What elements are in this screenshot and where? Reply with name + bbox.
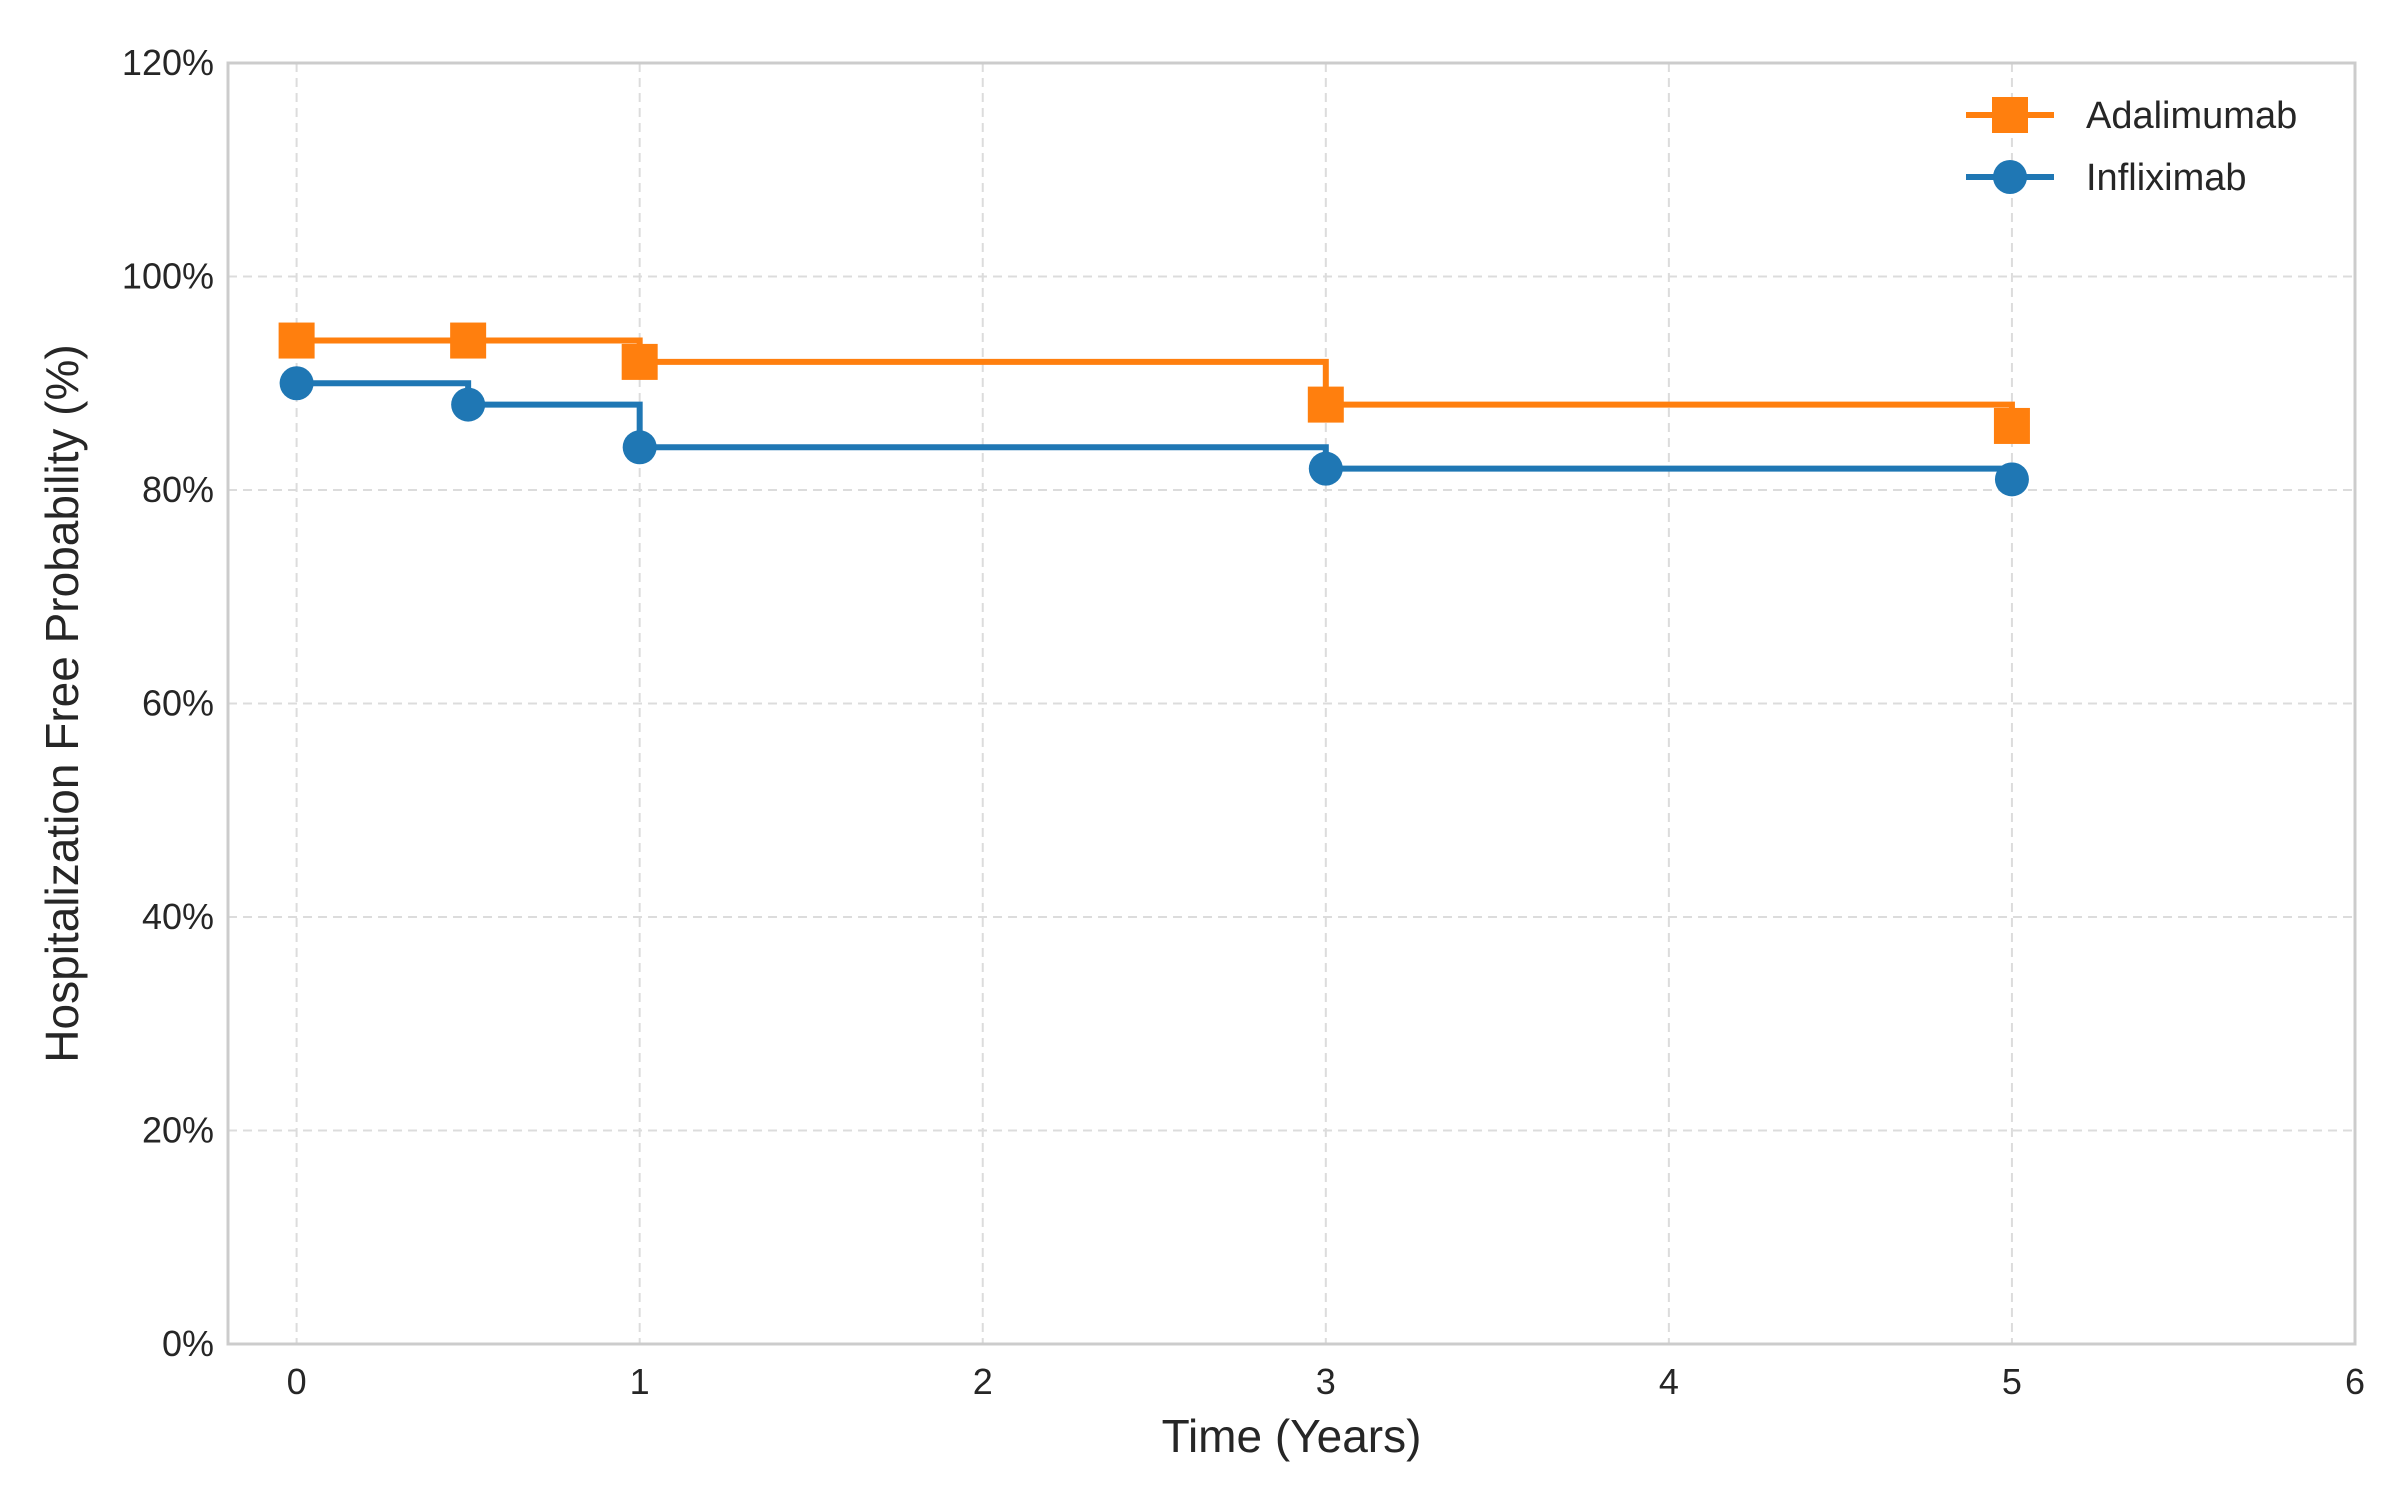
y-tick-label: 20% — [142, 1110, 214, 1151]
x-tick-label: 0 — [287, 1361, 307, 1402]
series-line — [296, 337, 2015, 426]
data-point — [1993, 407, 2030, 444]
y-tick-label: 0% — [162, 1323, 214, 1364]
y-tick-label: 100% — [122, 256, 214, 297]
x-tick-label: 2 — [973, 1361, 993, 1402]
data-point — [278, 322, 315, 359]
data-point — [450, 322, 487, 359]
legend-label: Adalimumab — [2086, 95, 2297, 137]
legend: Adalimumab Infliximab — [1966, 95, 2297, 199]
series-line — [296, 380, 2015, 480]
legend-item-infliximab: Infliximab — [1966, 157, 2247, 199]
x-tick-label: 4 — [1659, 1361, 1679, 1402]
data-point — [621, 343, 658, 380]
x-tick-label: 3 — [1316, 1361, 1336, 1402]
plot-frame — [226, 61, 2357, 1346]
grid — [228, 62, 2356, 1345]
data-point — [1308, 451, 1343, 486]
series-adalimumab — [278, 322, 2030, 444]
legend-marker — [1992, 97, 2028, 133]
legend-label: Infliximab — [2086, 157, 2247, 199]
x-axis-ticks: 0 1 2 3 4 5 6 — [287, 1361, 2365, 1402]
y-tick-label: 120% — [122, 42, 214, 83]
data-point — [451, 387, 486, 422]
legend-marker — [1993, 160, 2027, 194]
x-tick-label: 5 — [2002, 1361, 2022, 1402]
y-axis-ticks: 0% 20% 40% 60% 80% 100% 120% — [122, 42, 214, 1364]
series-infliximab — [279, 366, 2029, 497]
data-point — [1994, 462, 2029, 497]
y-axis-title: Hospitalization Free Probability (%) — [36, 344, 88, 1062]
y-tick-label: 80% — [142, 469, 214, 510]
y-tick-label: 60% — [142, 683, 214, 724]
x-axis-title: Time (Years) — [1162, 1410, 1422, 1462]
x-tick-label: 1 — [630, 1361, 650, 1402]
legend-item-adalimumab: Adalimumab — [1966, 95, 2297, 137]
data-point — [622, 430, 657, 465]
series-layer — [278, 322, 2030, 497]
data-point — [279, 366, 314, 401]
data-point — [1307, 386, 1344, 423]
y-tick-label: 40% — [142, 896, 214, 937]
x-tick-label: 6 — [2345, 1361, 2365, 1402]
